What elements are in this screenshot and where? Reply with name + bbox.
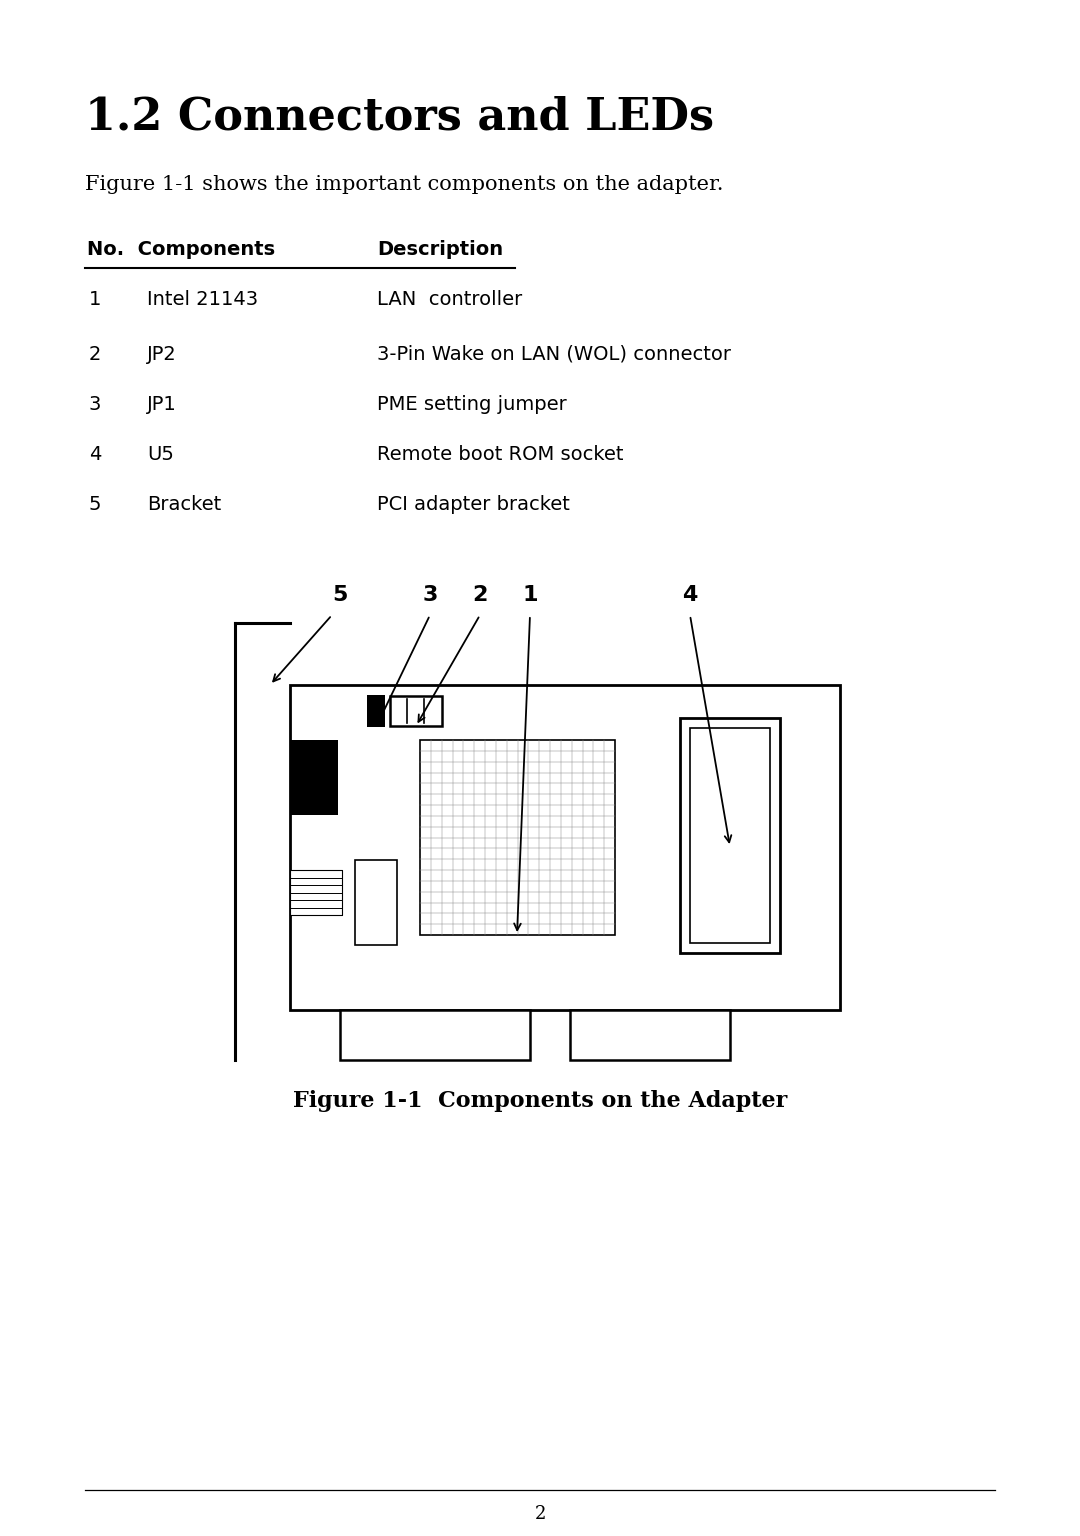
Bar	[291, 869, 342, 915]
Bar	[291, 740, 338, 816]
Text: 1: 1	[89, 290, 102, 309]
Text: No.  Components: No. Components	[87, 240, 275, 260]
Text: 2: 2	[472, 585, 488, 605]
Bar	[291, 685, 840, 1011]
Text: 2: 2	[535, 1505, 545, 1524]
Text: 3: 3	[422, 585, 437, 605]
Bar	[340, 1011, 530, 1060]
Bar	[690, 728, 770, 943]
Bar	[570, 1011, 730, 1060]
Text: 5: 5	[89, 495, 102, 515]
Text: 5: 5	[333, 585, 348, 605]
Text: PCI adapter bracket: PCI adapter bracket	[377, 495, 570, 515]
Bar	[420, 740, 615, 935]
Text: U5: U5	[147, 445, 174, 464]
Bar	[355, 860, 397, 945]
Text: Bracket: Bracket	[147, 495, 221, 515]
Text: PME setting jumper: PME setting jumper	[377, 395, 567, 415]
Text: 2: 2	[89, 346, 102, 364]
Text: Description: Description	[377, 240, 503, 260]
Text: 4: 4	[89, 445, 102, 464]
Text: Intel 21143: Intel 21143	[147, 290, 258, 309]
Text: JP2: JP2	[147, 346, 177, 364]
Text: Figure 1-1  Components on the Adapter: Figure 1-1 Components on the Adapter	[293, 1091, 787, 1112]
Text: 4: 4	[683, 585, 698, 605]
Text: Remote boot ROM socket: Remote boot ROM socket	[377, 445, 623, 464]
Text: JP1: JP1	[147, 395, 177, 415]
Text: Figure 1-1 shows the important components on the adapter.: Figure 1-1 shows the important component…	[85, 175, 724, 194]
Text: 1: 1	[523, 585, 538, 605]
Bar	[367, 694, 384, 727]
Text: 3-Pin Wake on LAN (WOL) connector: 3-Pin Wake on LAN (WOL) connector	[377, 346, 731, 364]
Bar	[680, 717, 780, 952]
Text: 3: 3	[89, 395, 102, 415]
Text: LAN  controller: LAN controller	[377, 290, 523, 309]
Bar	[390, 696, 442, 727]
Text: 1.2 Connectors and LEDs: 1.2 Connectors and LEDs	[85, 95, 714, 138]
